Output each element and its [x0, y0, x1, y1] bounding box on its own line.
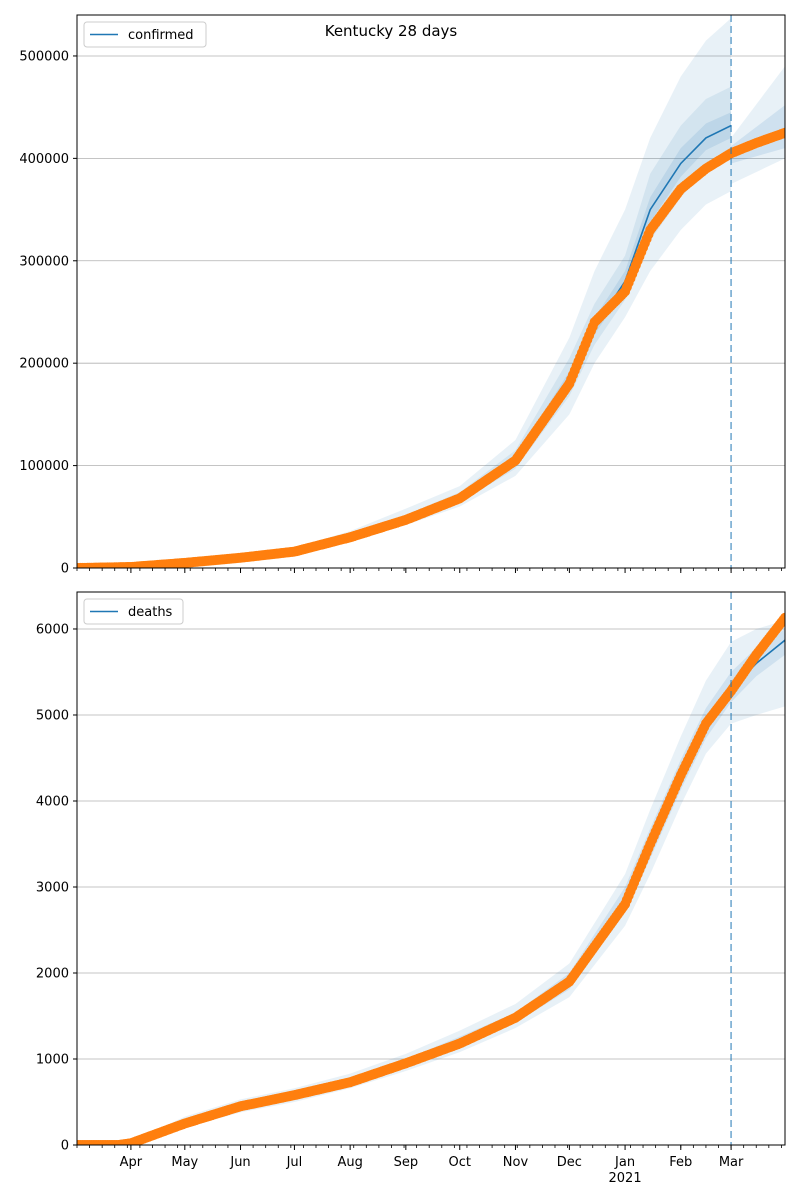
confirmed-panel: 0 100000 200000 300000 400000 500000 Kentucky …: [19, 14, 786, 577]
y-tick-label: 3000: [36, 880, 69, 895]
y-tick-label: 400000: [19, 152, 69, 167]
x-tick-label: Jan: [614, 1155, 635, 1170]
uncertainty-band-outer: [77, 18, 732, 568]
x-tick-label: Jul: [286, 1155, 303, 1170]
x-tick-label: Sep: [394, 1155, 419, 1170]
deaths-panel: 0 1000 2000 3000 4000 5000 6000 Apr May Jun Jul Aug…: [36, 591, 786, 1186]
legend: deaths: [83, 598, 184, 625]
y-tick-label: 6000: [36, 622, 69, 637]
y-tick-label: 300000: [19, 254, 69, 269]
y-tick-label: 0: [61, 562, 69, 577]
y-tick-label: 4000: [36, 794, 69, 809]
x-tick-label: Apr: [120, 1155, 143, 1170]
uncertainty-band-middle: [77, 86, 732, 568]
x-tick-label: Mar: [719, 1155, 744, 1170]
x-tick-label: Oct: [449, 1155, 471, 1170]
chart-title: Kentucky 28 days: [325, 22, 458, 40]
plot-area: [77, 612, 785, 1145]
legend: confirmed: [83, 21, 207, 48]
axes-frame: [76, 591, 786, 1146]
legend-box: [83, 598, 184, 625]
y-tick-label: 500000: [19, 49, 69, 64]
x-tick-year-label: 2021: [609, 1171, 642, 1186]
y-tick-label: 200000: [19, 357, 69, 372]
forecast-band-outer: [731, 66, 785, 184]
x-tick-label: Aug: [337, 1155, 362, 1170]
uncertainty-band-outer: [77, 620, 785, 1145]
x-tick-label: Jun: [229, 1155, 250, 1170]
legend-label: deaths: [128, 605, 173, 620]
x-tick-label: May: [171, 1155, 198, 1170]
x-tick-label: Nov: [503, 1155, 529, 1170]
y-tick-label: 1000: [36, 1052, 69, 1067]
legend-box: [83, 21, 207, 48]
x-tick-label: Dec: [557, 1155, 582, 1170]
legend-label: confirmed: [128, 28, 194, 43]
observed-points: [77, 612, 785, 1145]
axes-frame: [76, 14, 786, 569]
observed-point: [780, 127, 785, 138]
y-tick-label: 0: [61, 1139, 69, 1154]
plot-area: [77, 18, 785, 568]
y-tick-label: 5000: [36, 708, 69, 723]
observed-points: [77, 127, 785, 568]
x-tick-label: Feb: [669, 1155, 692, 1170]
y-tick-label: 100000: [19, 459, 69, 474]
y-tick-label: 2000: [36, 966, 69, 981]
observed-point: [780, 612, 785, 623]
